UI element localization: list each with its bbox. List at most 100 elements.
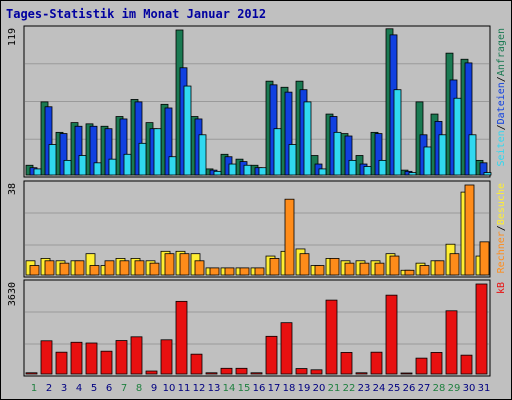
top-bar-seiten-10 bbox=[168, 156, 177, 176]
bottom-bar-kb-2 bbox=[40, 340, 53, 375]
top-bar-seiten-2 bbox=[48, 144, 57, 176]
top-bar-seiten-22 bbox=[348, 159, 357, 176]
x-tick-label-18: 18 bbox=[283, 383, 296, 394]
x-tick-label-9: 9 bbox=[151, 383, 157, 394]
bottom-bar-kb-27 bbox=[415, 357, 428, 375]
middle-bar-rechner-13 bbox=[209, 267, 220, 276]
x-tick-label-20: 20 bbox=[313, 383, 326, 394]
bottom-bar-kb-19 bbox=[295, 368, 308, 375]
x-tick-label-29: 29 bbox=[448, 383, 461, 394]
top-bar-seiten-9 bbox=[153, 128, 162, 176]
middle-bar-rechner-25 bbox=[389, 255, 400, 276]
x-tick-label-15: 15 bbox=[238, 383, 251, 394]
bottom-bar-kb-25 bbox=[385, 294, 398, 375]
top-bar-seiten-14 bbox=[228, 163, 237, 176]
middle-legend-item-2: Besuche bbox=[496, 183, 507, 225]
middle-legend-label: Rechner/Besuche bbox=[496, 183, 507, 273]
bottom-bar-kb-20 bbox=[310, 369, 323, 375]
top-bar-seiten-8 bbox=[138, 142, 147, 176]
top-bar-seiten-16 bbox=[258, 167, 267, 176]
top-bar-dateien-3 bbox=[59, 133, 68, 176]
top-legend-item-3: / bbox=[496, 76, 507, 82]
middle-legend-item-1: / bbox=[496, 225, 507, 231]
top-bar-seiten-1 bbox=[33, 168, 42, 176]
middle-bar-rechner-14 bbox=[224, 267, 235, 276]
top-bar-seiten-18 bbox=[288, 144, 297, 176]
x-tick-label-17: 17 bbox=[268, 383, 281, 394]
middle-bar-rechner-27 bbox=[419, 265, 430, 276]
top-bar-seiten-24 bbox=[378, 159, 387, 176]
top-bar-seiten-6 bbox=[108, 158, 117, 176]
middle-bar-rechner-6 bbox=[104, 260, 115, 276]
top-bar-dateien-6 bbox=[104, 128, 113, 176]
middle-bar-rechner-18 bbox=[284, 198, 295, 276]
bottom-legend-label: kB bbox=[496, 282, 507, 294]
middle-bar-rechner-15 bbox=[239, 267, 250, 276]
top-bar-dateien-7 bbox=[119, 118, 128, 176]
middle-bar-rechner-12 bbox=[194, 260, 205, 276]
middle-bar-rechner-19 bbox=[299, 253, 310, 276]
top-bar-dateien-18 bbox=[284, 91, 293, 176]
bottom-bar-kb-4 bbox=[70, 341, 83, 375]
middle-bar-rechner-29 bbox=[449, 253, 460, 276]
top-bar-seiten-23 bbox=[363, 166, 372, 176]
middle-bar-rechner-2 bbox=[44, 260, 55, 276]
top-bar-dateien-30 bbox=[464, 62, 473, 176]
bottom-bar-kb-14 bbox=[220, 367, 233, 375]
top-bar-seiten-7 bbox=[123, 153, 132, 176]
x-tick-label-12: 12 bbox=[193, 383, 206, 394]
top-bar-seiten-31 bbox=[483, 172, 492, 176]
bottom-bar-kb-16 bbox=[250, 372, 263, 375]
bottom-bar-kb-21 bbox=[325, 299, 338, 375]
top-bar-dateien-10 bbox=[164, 107, 173, 176]
top-bar-dateien-4 bbox=[74, 125, 83, 176]
middle-bar-rechner-22 bbox=[344, 262, 355, 276]
x-tick-label-4: 4 bbox=[76, 383, 82, 394]
x-tick-label-8: 8 bbox=[136, 383, 142, 394]
bottom-bar-kb-31 bbox=[475, 283, 488, 375]
top-legend-item-0: Seiten bbox=[496, 130, 507, 166]
top-bar-seiten-17 bbox=[273, 128, 282, 176]
top-bar-seiten-3 bbox=[63, 159, 72, 176]
bottom-bar-kb-10 bbox=[160, 339, 173, 375]
top-bar-seiten-29 bbox=[453, 97, 462, 176]
middle-bar-rechner-9 bbox=[149, 262, 160, 276]
bottom-legend-item-0: kB bbox=[496, 282, 507, 294]
middle-bar-rechner-1 bbox=[29, 265, 40, 276]
x-tick-label-6: 6 bbox=[106, 383, 112, 394]
top-bar-dateien-2 bbox=[44, 106, 53, 176]
bottom-bar-kb-9 bbox=[145, 370, 158, 375]
bottom-bar-kb-22 bbox=[340, 352, 353, 375]
bottom-bar-kb-6 bbox=[100, 350, 113, 375]
top-bar-seiten-30 bbox=[468, 134, 477, 176]
bottom-bar-kb-8 bbox=[130, 336, 143, 375]
top-legend-item-2: Dateien bbox=[496, 82, 507, 124]
top-legend-label: Seiten/Dateien/Anfragen bbox=[496, 28, 507, 167]
middle-bar-rechner-11 bbox=[179, 253, 190, 276]
top-bar-dateien-24 bbox=[374, 133, 383, 176]
x-tick-label-30: 30 bbox=[463, 383, 476, 394]
bottom-bar-kb-28 bbox=[430, 352, 443, 375]
x-tick-label-1: 1 bbox=[31, 383, 37, 394]
top-legend-item-4: Anfragen bbox=[496, 28, 507, 76]
top-bar-seiten-20 bbox=[318, 168, 327, 176]
x-tick-label-25: 25 bbox=[388, 383, 401, 394]
bottom-bar-kb-15 bbox=[235, 367, 248, 375]
bottom-bar-kb-24 bbox=[370, 351, 383, 375]
middle-legend-item-0: Rechner bbox=[496, 231, 507, 273]
middle-bar-rechner-5 bbox=[89, 265, 100, 276]
x-tick-label-23: 23 bbox=[358, 383, 371, 394]
x-tick-label-26: 26 bbox=[403, 383, 416, 394]
middle-bar-rechner-31 bbox=[479, 241, 490, 276]
middle-bar-rechner-30 bbox=[464, 184, 475, 276]
top-bar-seiten-26 bbox=[408, 172, 417, 176]
top-bar-dateien-31 bbox=[479, 162, 488, 176]
top-bar-seiten-5 bbox=[93, 162, 102, 176]
top-legend-item-1: / bbox=[496, 124, 507, 130]
x-tick-label-16: 16 bbox=[253, 383, 266, 394]
bottom-bar-kb-12 bbox=[190, 353, 203, 375]
middle-bar-rechner-10 bbox=[164, 253, 175, 276]
x-tick-label-31: 31 bbox=[478, 383, 491, 394]
bottom-bar-kb-7 bbox=[115, 340, 128, 375]
